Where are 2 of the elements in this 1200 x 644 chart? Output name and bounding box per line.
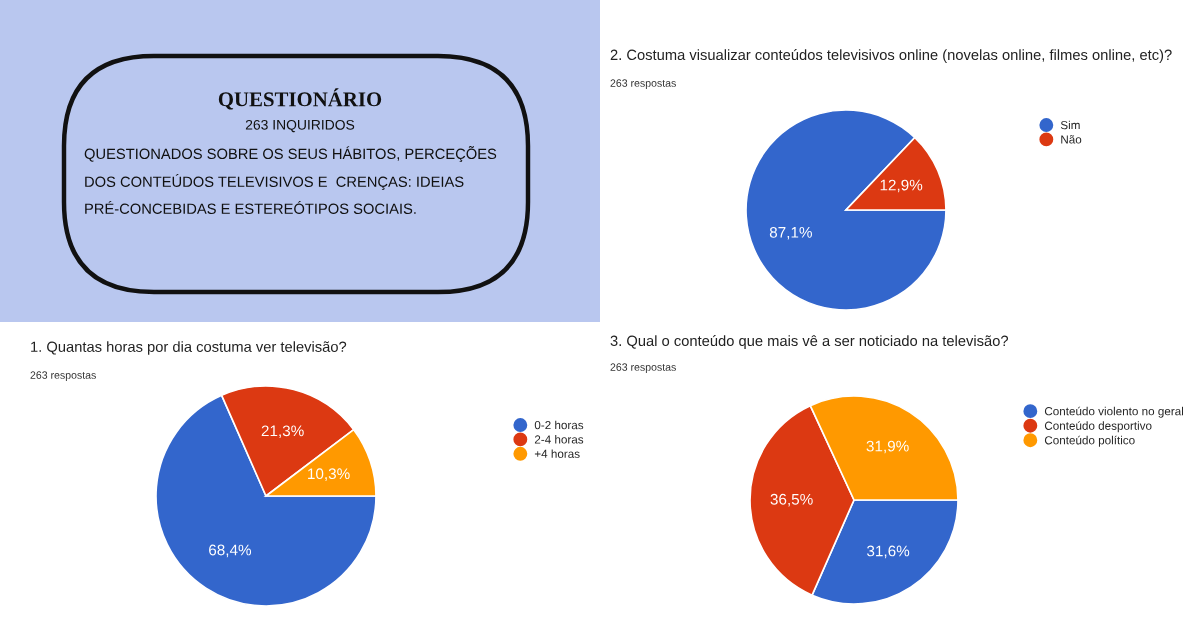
text: QUESTIONÁRIO <box>218 88 382 110</box>
pie-slice <box>745 109 947 311</box>
